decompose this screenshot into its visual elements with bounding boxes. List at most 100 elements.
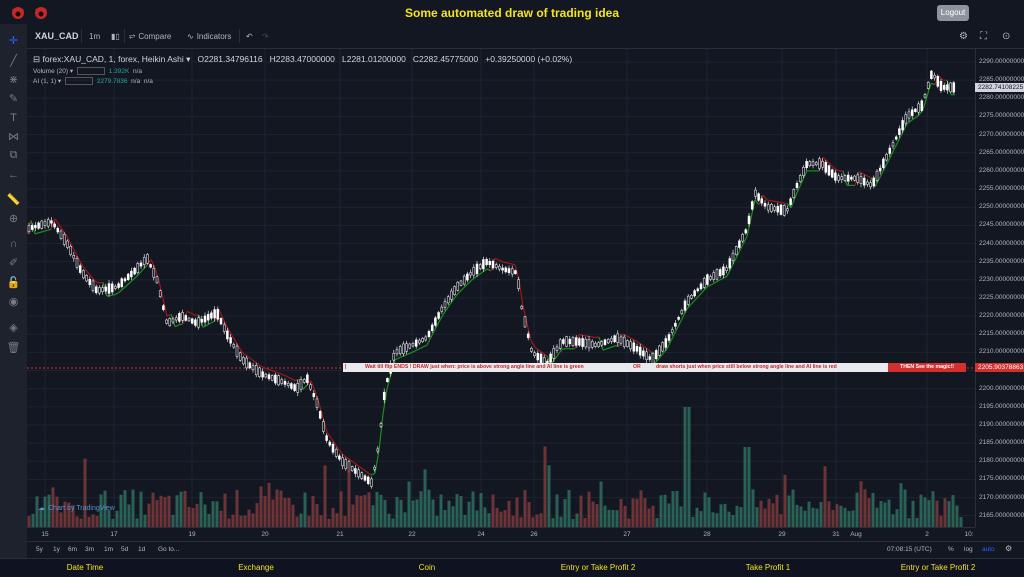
- candle-body: [70, 246, 72, 254]
- bottom-entry-1[interactable]: Entry or Take Profit 2: [561, 563, 636, 572]
- layers-icon[interactable]: ◈: [6, 320, 21, 335]
- projection-icon[interactable]: ⧉: [6, 148, 21, 163]
- ai-line-segment: [43, 230, 47, 231]
- volume-bar: [528, 502, 531, 527]
- indicators-button[interactable]: ∿ Indicators: [187, 29, 231, 43]
- indicators-label: Indicators: [197, 32, 232, 41]
- redo-icon[interactable]: ↷: [262, 29, 269, 43]
- candle-style-icon[interactable]: ▮▯: [111, 29, 120, 43]
- brush-icon[interactable]: ✎: [6, 91, 21, 106]
- candle-body: [182, 312, 184, 320]
- collapse-icon[interactable]: ⊟: [33, 54, 40, 64]
- range-1y[interactable]: 1y: [53, 546, 60, 553]
- text-icon[interactable]: T: [6, 110, 21, 125]
- magnet-icon[interactable]: ∩: [6, 236, 21, 251]
- range-6m[interactable]: 6m: [68, 546, 77, 553]
- ai-line-segment: [379, 414, 383, 450]
- logout-button[interactable]: Logout: [937, 5, 969, 21]
- settings-icon[interactable]: ⚙: [959, 29, 968, 43]
- volume-bar: [876, 508, 879, 527]
- candle-body: [559, 340, 561, 349]
- candle-body: [946, 85, 948, 91]
- candle-body: [284, 381, 286, 384]
- fullscreen-icon[interactable]: ⛶: [980, 29, 987, 43]
- bottom-entry-2[interactable]: Entry or Take Profit 2: [901, 563, 976, 572]
- volume-bar: [744, 447, 747, 527]
- range-1m[interactable]: 1m: [104, 546, 113, 553]
- volume-bar: [264, 496, 267, 527]
- bottom-coin[interactable]: Coin: [419, 563, 435, 572]
- candle-body: [620, 337, 622, 343]
- ruler-icon[interactable]: 📏: [6, 192, 21, 207]
- cloud-icon: ☁: [38, 504, 45, 512]
- volume-bar: [704, 493, 707, 527]
- price-axis-label: 2165.00000000: [979, 512, 1024, 519]
- zoom-icon[interactable]: ⊕: [6, 211, 21, 226]
- volume-bar: [308, 516, 311, 527]
- volume-bar: [164, 497, 167, 527]
- volume-bar: [812, 508, 815, 527]
- candle-body: [905, 115, 907, 124]
- candle-body: [60, 231, 62, 239]
- volume-legend[interactable]: Volume (20) ▾ 1.392K n/a: [33, 67, 142, 75]
- strategy-banner[interactable]: | Wait till flip ENDS ! DRAW just when: …: [343, 363, 888, 372]
- pencil-lock-icon[interactable]: ✐: [6, 255, 21, 270]
- trend-line-icon[interactable]: ╱: [6, 53, 21, 68]
- auto-toggle[interactable]: auto: [982, 546, 995, 553]
- percent-toggle[interactable]: %: [948, 546, 954, 553]
- pattern-icon[interactable]: ⋈: [6, 129, 21, 144]
- eye-icon[interactable]: ◉: [6, 294, 21, 309]
- symbol-search[interactable]: XAU_CAD: [35, 29, 79, 43]
- volume-bar: [524, 490, 527, 527]
- crosshair-icon[interactable]: ✛: [6, 33, 21, 48]
- bottom-date-time[interactable]: Date Time: [67, 563, 103, 572]
- candle-body: [790, 199, 792, 205]
- range-3m[interactable]: 3m: [85, 546, 94, 553]
- candle-body: [524, 317, 526, 327]
- axis-settings-icon[interactable]: ⚙: [1005, 544, 1012, 553]
- price-chart[interactable]: [27, 49, 975, 527]
- legend-controls[interactable]: [77, 67, 105, 75]
- bottom-take-profit-1[interactable]: Take Profit 1: [746, 563, 790, 572]
- undo-icon[interactable]: ↶: [246, 29, 253, 43]
- candle-body: [927, 82, 929, 88]
- goto-button[interactable]: Go to...: [158, 546, 179, 553]
- snapshot-icon[interactable]: ⊙: [1002, 29, 1010, 43]
- candle-body: [217, 309, 219, 319]
- candle-body: [572, 337, 574, 345]
- lock-icon[interactable]: 🔓: [6, 275, 21, 290]
- fib-icon[interactable]: ⋇: [6, 72, 21, 87]
- candle-body: [281, 379, 283, 383]
- volume-bar: [168, 496, 171, 527]
- volume-bar: [660, 495, 663, 527]
- bottom-exchange[interactable]: Exchange: [238, 563, 274, 572]
- candle-body: [140, 263, 142, 266]
- trash-icon[interactable]: 🗑: [6, 340, 21, 355]
- log-toggle[interactable]: log: [964, 546, 973, 553]
- range-5y[interactable]: 5y: [36, 546, 43, 553]
- candle-body: [588, 339, 590, 347]
- volume-bar: [696, 508, 699, 527]
- range-5d[interactable]: 5d: [121, 546, 128, 553]
- price-axis-label: 2225.00000000: [979, 294, 1024, 301]
- volume-bar: [616, 510, 619, 527]
- candle-body: [108, 284, 110, 294]
- candle-body: [310, 385, 312, 389]
- banner-marker: |: [345, 363, 346, 372]
- volume-bar: [108, 510, 111, 527]
- tradingview-watermark[interactable]: ☁ Chart by TradingView: [38, 504, 115, 512]
- candle-body: [44, 222, 46, 226]
- candle-body: [262, 372, 264, 378]
- volume-bar: [220, 511, 223, 527]
- compare-button[interactable]: ⥂ Compare: [129, 29, 171, 43]
- legend-controls[interactable]: [65, 77, 93, 85]
- arrow-left-icon[interactable]: ←: [6, 167, 21, 182]
- range-1d[interactable]: 1d: [138, 546, 145, 553]
- interval-button[interactable]: 1m: [89, 29, 100, 43]
- price-axis-label: 2170.00000000: [979, 494, 1024, 501]
- candle-body: [98, 287, 100, 293]
- ai-legend[interactable]: AI (1, 1) ▾ 2279.7836 n/a n/a: [33, 77, 153, 85]
- volume-bar: [668, 503, 671, 527]
